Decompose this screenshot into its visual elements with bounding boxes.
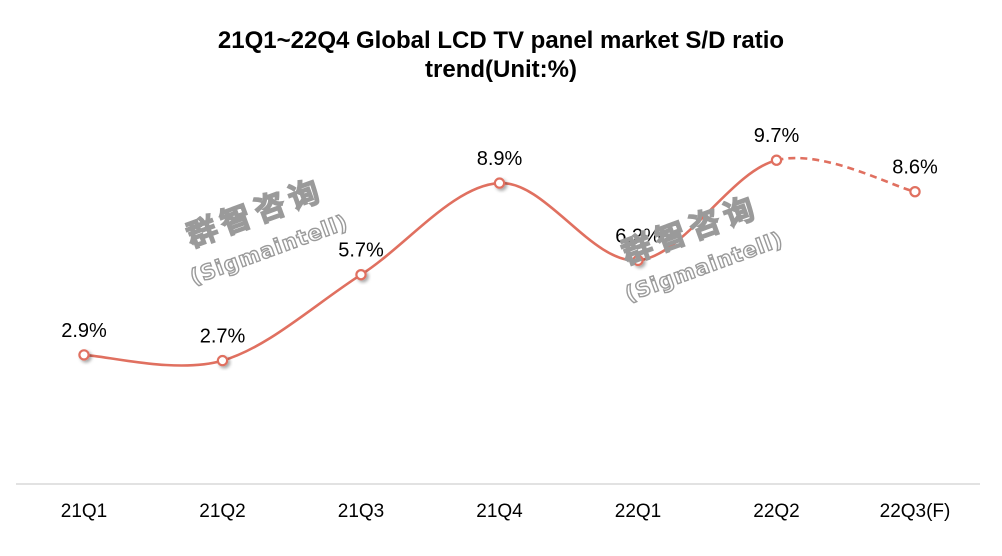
x-tick-label: 21Q2 <box>199 501 245 522</box>
chart-title-line2: trend(Unit:%) <box>425 56 577 83</box>
data-label: 5.7% <box>338 240 384 262</box>
data-point-marker <box>632 254 644 267</box>
data-label: 9.7% <box>754 125 800 147</box>
x-tick-label: 21Q3 <box>338 501 384 522</box>
x-tick-group: 21Q1 21Q2 21Q3 21Q4 22Q1 22Q2 22Q3(F) <box>61 501 951 522</box>
data-label: 6.2% <box>615 225 661 247</box>
watermark-right: 群智咨询 (Sigmaintell) <box>617 189 788 307</box>
data-label: 8.6% <box>892 157 938 179</box>
x-tick-label: 22Q1 <box>615 501 661 522</box>
data-point-marker <box>78 349 90 361</box>
x-tick-label: 21Q4 <box>476 501 523 522</box>
chart-title-line1: 21Q1~22Q4 Global LCD TV panel market S/D… <box>217 27 785 54</box>
marker-group <box>78 154 921 367</box>
data-point-marker <box>216 354 229 367</box>
data-label-group: 2.9% 2.7% 5.7% 8.9% 6.2% 9.7% 8.6% <box>61 125 938 347</box>
data-point-marker <box>355 269 367 281</box>
x-tick-label: 22Q2 <box>753 501 799 522</box>
data-label: 2.7% <box>200 326 246 348</box>
chart-title: 21Q1~22Q4 Global LCD TV panel market S/D… <box>0 26 1002 84</box>
watermark-left: 群智咨询 (Sigmaintell) <box>182 172 353 290</box>
x-tick-label: 21Q1 <box>61 501 107 522</box>
data-label: 2.9% <box>61 320 107 342</box>
data-point-marker <box>909 185 921 198</box>
data-label: 8.9% <box>477 148 523 170</box>
series-line-actual <box>83 158 777 367</box>
x-tick-label: 22Q3(F) <box>880 501 951 522</box>
data-point-marker <box>493 177 506 189</box>
data-point-marker <box>770 154 783 166</box>
series-line-forecast <box>776 156 916 193</box>
